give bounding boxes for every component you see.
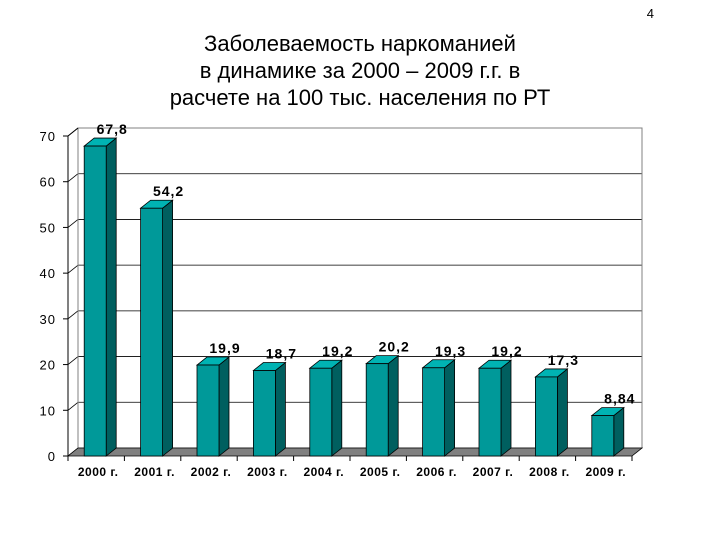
chart-title-line-2: в динамике за 2000 – 2009 г.г. в (199, 58, 521, 83)
bar-front (535, 376, 558, 457)
bar-front (365, 363, 389, 457)
y-tick-label: 50 (40, 220, 56, 235)
data-label: 20,2 (379, 339, 410, 355)
bar-front (252, 370, 276, 457)
x-tick-label: 2008 г. (529, 465, 570, 479)
y-axis-ticks: 0 10 20 30 40 50 60 70 (40, 129, 68, 464)
data-label: 19,2 (491, 343, 522, 359)
bar-front (591, 415, 615, 457)
page-number: 4 (646, 6, 654, 21)
bar-front (140, 207, 164, 457)
y-tick-label: 0 (48, 449, 56, 464)
bar-front (83, 145, 107, 457)
x-tick-label: 2001 г. (134, 465, 175, 479)
data-label: 19,2 (322, 343, 353, 359)
chart-title: Заболеваемость наркоманией в динамике за… (120, 30, 600, 111)
y-tick-label: 30 (40, 312, 56, 327)
bar-side (274, 361, 286, 457)
x-tick-label: 2007 г. (473, 465, 514, 479)
gridline-wall (67, 356, 79, 365)
x-tick-label: 2004 г. (303, 465, 344, 479)
bar (534, 368, 569, 457)
bar-front (478, 367, 502, 457)
chart-title-line-1: Заболеваемость наркоманией (204, 31, 516, 56)
bar-front (309, 367, 333, 457)
chart-title-line-3: расчете на 100 тыс. населения по РТ (169, 85, 551, 110)
bar (252, 361, 287, 457)
bar-side (444, 358, 456, 457)
bar-side (105, 137, 117, 457)
y-axis-wall-top (67, 127, 79, 137)
x-tick-label: 2006 г. (416, 465, 457, 479)
bar-front (422, 367, 446, 457)
bar-side (162, 199, 174, 457)
bar (83, 137, 118, 457)
data-label: 54,2 (153, 183, 184, 199)
x-tick-label: 2005 г. (360, 465, 401, 479)
bar-side (500, 359, 512, 457)
bar (365, 354, 400, 457)
data-label: 8,84 (604, 391, 635, 407)
gridline-wall (67, 219, 79, 228)
bar (308, 359, 343, 457)
x-tick-label: 2009 г. (585, 465, 626, 479)
data-label: 18,7 (266, 346, 297, 362)
bar-side (218, 356, 230, 457)
bar (195, 356, 231, 457)
bar (590, 406, 625, 457)
bar (421, 358, 456, 457)
gridline-wall (67, 173, 79, 183)
data-label: 19,3 (435, 343, 466, 359)
bar-side (387, 354, 399, 457)
bar-side (557, 368, 568, 457)
gridline-wall (67, 264, 79, 274)
y-tick-label: 20 (40, 358, 56, 373)
data-label: 17,3 (548, 352, 579, 368)
x-tick-label: 2002 г. (191, 465, 232, 479)
x-axis-ticks: 2000 г. 2001 г. 2002 г. 2003 г. 2004 г. 2005 … (67, 456, 633, 479)
gridline-wall (67, 310, 79, 320)
y-tick-label: 10 (40, 403, 56, 418)
x-tick-label: 2003 г. (247, 465, 288, 479)
gridline-wall (67, 401, 79, 411)
bars (83, 137, 625, 457)
x-tick-label: 2000 г. (78, 465, 119, 479)
bar (139, 199, 174, 457)
bar-side (331, 359, 343, 457)
bar-front (196, 364, 220, 457)
y-tick-label: 60 (40, 175, 56, 190)
data-label: 67,8 (97, 121, 128, 137)
data-labels: 67,8 54,2 19,9 18,7 19,2 20,2 19,3 19,2 17,3 8,84 (97, 121, 635, 407)
bar (477, 359, 513, 457)
data-label: 19,9 (209, 340, 240, 356)
y-tick-label: 70 (40, 129, 56, 144)
y-tick-label: 40 (40, 266, 56, 281)
